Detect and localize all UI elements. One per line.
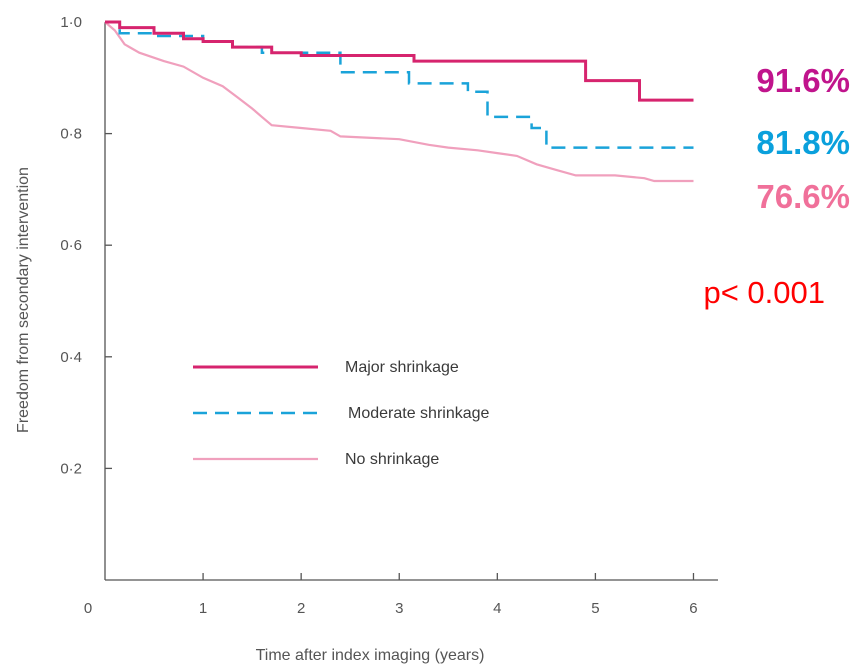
legend: Major shrinkage Moderate shrinkage No shri… [193,359,490,468]
x-tick-label: 5 [591,600,599,617]
p-value: p< 0.001 [703,275,825,310]
moderate-shrinkage-percent: 81.8% [756,124,850,161]
x-tick-label: 3 [395,600,403,617]
series-line-major-shrinkage [105,20,694,102]
legend-label-no-shrinkage: No shrinkage [345,451,439,468]
series-line-moderate-shrinkage [105,20,694,149]
legend-label-major-shrinkage: Major shrinkage [345,359,459,376]
series-layer [104,20,694,183]
y-tick-label: 0·4 [60,349,82,366]
legend-label-moderate-shrinkage: Moderate shrinkage [348,405,490,422]
y-axis-label: Freedom from secondary intervention [15,167,32,433]
series-line-no-shrinkage [104,21,694,183]
major-shrinkage-percent: 91.6% [756,62,850,99]
x-tick-label: 4 [493,600,501,617]
x-tick-label: 0 [84,600,92,617]
y-tick-label: 0·8 [60,126,82,143]
y-tick-label: 1·0 [60,14,82,31]
no-shrinkage-percent: 76.6% [756,178,850,215]
x-tick-label: 6 [689,600,697,617]
y-tick-label: 0·2 [60,460,82,477]
y-ticks: 0·2 0·4 0·6 0·8 1·0 [60,14,112,477]
y-tick-label: 0·6 [60,237,82,254]
x-tick-label: 1 [199,600,207,617]
x-ticks: 0 1 2 3 4 5 6 [84,573,698,617]
x-tick-label: 2 [297,600,305,617]
x-axis-label: Time after index imaging (years) [256,647,485,664]
